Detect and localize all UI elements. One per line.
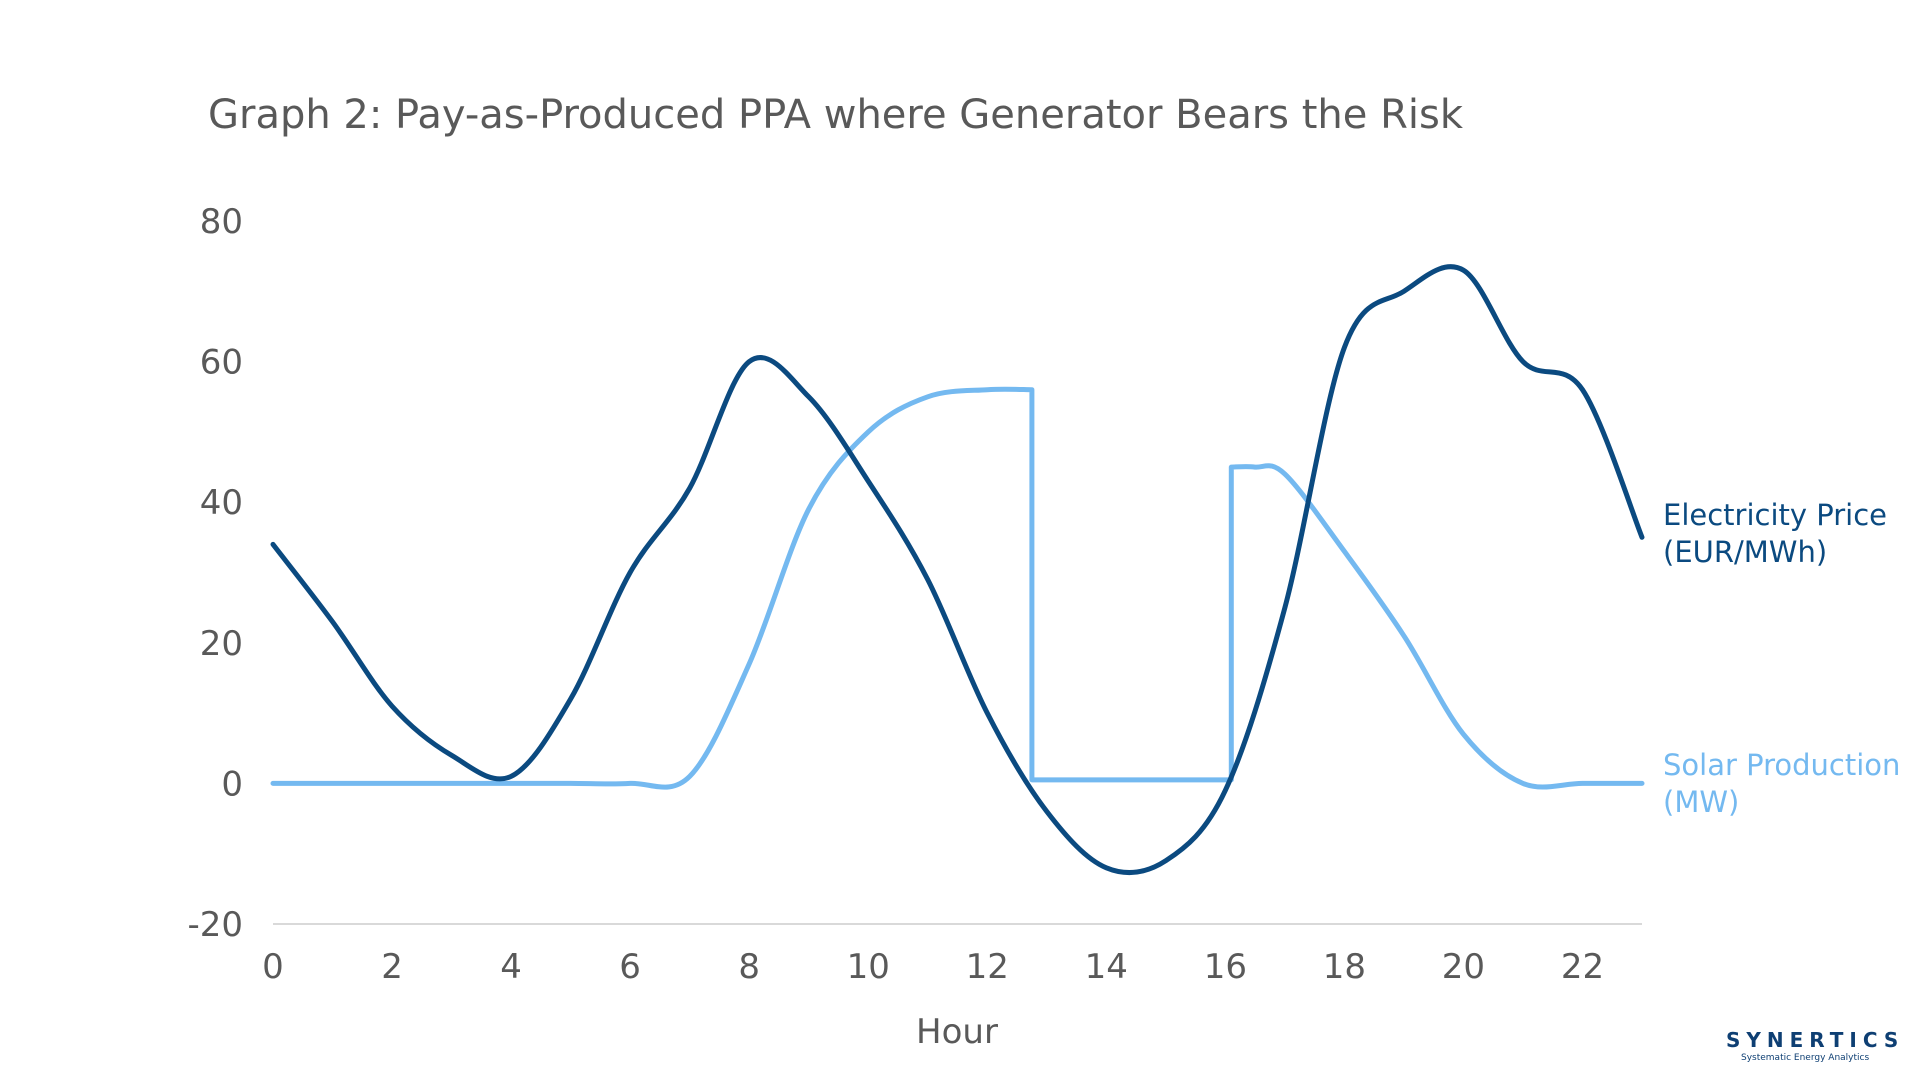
x-tick-label: 4 — [500, 947, 522, 987]
x-tick-label: 16 — [1204, 947, 1247, 987]
x-axis-ticks: 0 2 4 6 8 10 12 14 16 18 20 22 — [262, 947, 1604, 987]
solar-production-unit-label: (MW) — [1663, 785, 1739, 819]
y-tick-label: -20 — [187, 905, 243, 945]
x-tick-label: 12 — [966, 947, 1009, 987]
x-tick-label: 0 — [262, 947, 284, 987]
y-tick-label: 60 — [200, 343, 243, 383]
solar-production-line — [270, 386, 1645, 790]
y-axis-ticks: 80 60 40 20 0 -20 — [187, 202, 243, 945]
y-tick-label: 80 — [200, 202, 243, 242]
x-tick-label: 14 — [1085, 947, 1128, 987]
x-tick-label: 18 — [1323, 947, 1366, 987]
chart-title: Graph 2: Pay-as-Produced PPA where Gener… — [208, 92, 1464, 138]
x-tick-label: 6 — [619, 947, 641, 987]
y-tick-label: 40 — [200, 483, 243, 523]
x-tick-label: 2 — [381, 947, 403, 987]
y-tick-label: 20 — [200, 624, 243, 664]
y-tick-label: 0 — [221, 764, 243, 804]
x-axis-title: Hour — [916, 1012, 998, 1052]
electricity-price-line — [270, 264, 1645, 875]
solar-production-label: Solar Production — [1663, 748, 1900, 782]
logo-wordmark: SYNERTICS — [1726, 1028, 1904, 1052]
series-labels: Electricity Price(EUR/MWh) Solar Producti… — [1663, 498, 1900, 819]
series-layer — [270, 264, 1645, 875]
x-tick-label: 22 — [1561, 947, 1604, 987]
logo-tagline: Systematic Energy Analytics — [1741, 1053, 1869, 1063]
x-tick-label: 8 — [738, 947, 760, 987]
electricity-price-unit-label: (EUR/MWh) — [1663, 535, 1827, 569]
electricity-price-label: Electricity Price — [1663, 498, 1887, 532]
x-tick-label: 20 — [1442, 947, 1485, 987]
synertics-logo: SYNERTICS Systematic Energy Analytics — [1726, 1028, 1904, 1063]
x-tick-label: 10 — [847, 947, 890, 987]
